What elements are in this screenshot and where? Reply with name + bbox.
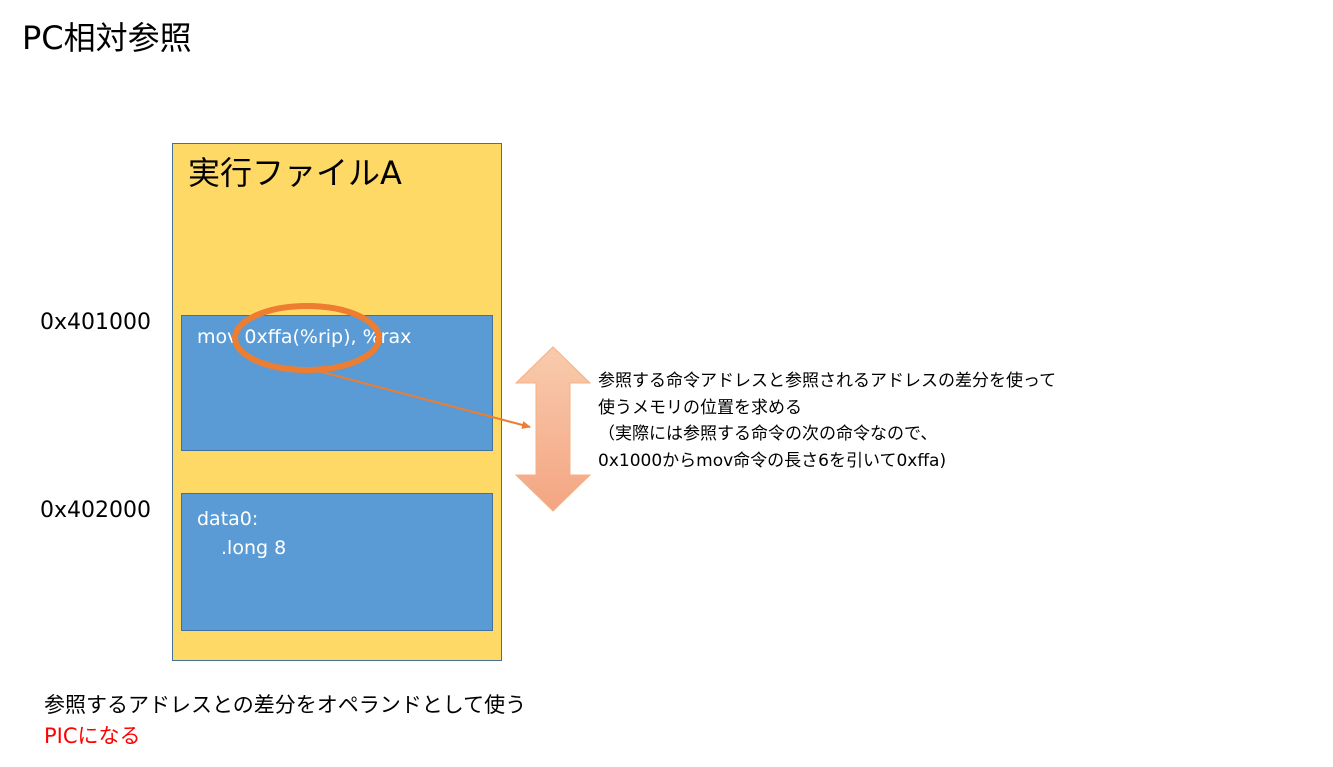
footer-line-2-emphasis: PICになる [44,724,141,748]
note-line-4: 0x1000からmov命令の長さ6を引いて0xffa) [598,451,947,471]
footer-line-1: 参照するアドレスとの差分をオペランドとして使う [44,693,527,717]
data-symbol-label: data0: [197,508,259,530]
note-line-2: 使うメモリの位置を求める [598,398,802,418]
note-line-1: 参照する命令アドレスと参照されるアドレスの差分を使って [598,371,1057,391]
instruction-text: mov 0xffa(%rip), %rax [197,326,412,348]
page-title: PC相対参照 [22,19,192,57]
executable-file-label: 実行ファイルA [188,154,402,192]
note-line-3: （実際には参照する命令の次の命令なので、 [598,424,938,444]
data-value-text: .long 8 [221,537,287,559]
code-address-label: 0x401000 [40,310,151,335]
data-address-label: 0x402000 [40,498,151,523]
data-section-block [181,493,493,631]
double-headed-arrow [514,346,592,512]
